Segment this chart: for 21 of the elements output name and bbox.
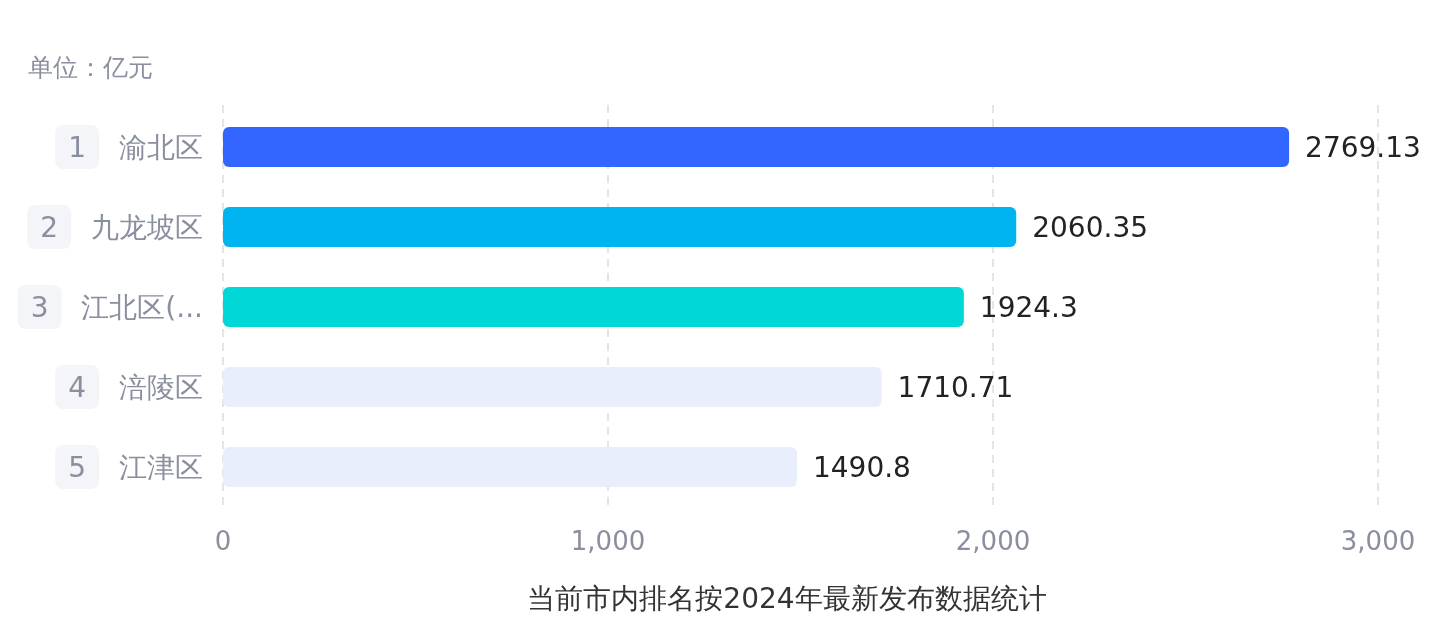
- x-tick-label: 0: [214, 526, 232, 556]
- data-label: 1924.3: [979, 291, 1078, 324]
- data-label: 1490.8: [812, 451, 911, 484]
- bar: [223, 367, 882, 407]
- x-tick-label: 2,000: [955, 526, 1031, 556]
- y-tick-label: 4 涪陵区: [68, 371, 203, 404]
- bar: [223, 287, 964, 327]
- y-tick-label: 3 江北区(...: [30, 291, 203, 324]
- chart-title: 单位：亿元: [28, 53, 153, 82]
- y-tick-label: 2 九龙坡区: [40, 211, 203, 244]
- bar: [223, 207, 1017, 247]
- bar: [223, 127, 1290, 167]
- y-tick-label: 5 江津区: [68, 451, 203, 484]
- x-tick-label: 3,000: [1340, 526, 1416, 556]
- data-label: 1710.71: [897, 371, 1014, 404]
- x-tick-label: 1,000: [570, 526, 646, 556]
- data-label: 2769.13: [1305, 131, 1421, 164]
- text: 当前市内排名按2024年最新发布数据统计: [527, 582, 1047, 615]
- y-tick-label: 1 渝北区: [68, 131, 203, 164]
- data-label: 2060.35: [1032, 211, 1149, 244]
- bar: [223, 447, 797, 487]
